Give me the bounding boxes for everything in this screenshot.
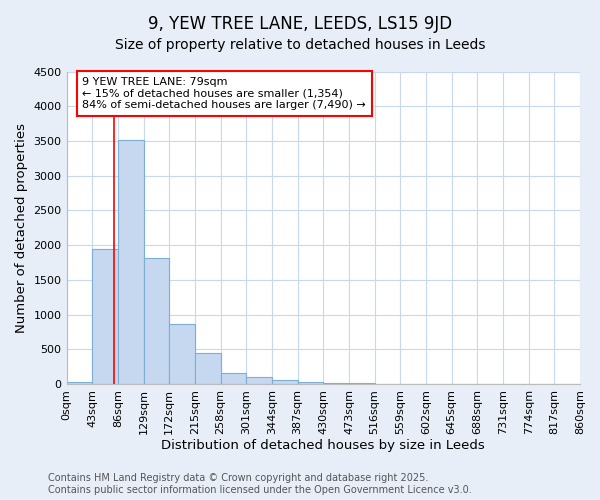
- Bar: [323, 382, 349, 384]
- Bar: [272, 380, 298, 384]
- Text: Contains HM Land Registry data © Crown copyright and database right 2025.
Contai: Contains HM Land Registry data © Crown c…: [48, 474, 472, 495]
- Bar: [298, 382, 323, 384]
- Bar: [67, 382, 92, 384]
- X-axis label: Distribution of detached houses by size in Leeds: Distribution of detached houses by size …: [161, 440, 485, 452]
- Bar: [246, 377, 272, 384]
- Bar: [92, 248, 118, 384]
- Bar: [221, 372, 246, 384]
- Bar: [195, 352, 221, 384]
- Text: 9, YEW TREE LANE, LEEDS, LS15 9JD: 9, YEW TREE LANE, LEEDS, LS15 9JD: [148, 15, 452, 33]
- Bar: [169, 324, 195, 384]
- Bar: [118, 140, 143, 384]
- Y-axis label: Number of detached properties: Number of detached properties: [15, 122, 28, 332]
- Text: 9 YEW TREE LANE: 79sqm
← 15% of detached houses are smaller (1,354)
84% of semi-: 9 YEW TREE LANE: 79sqm ← 15% of detached…: [82, 77, 366, 110]
- Bar: [143, 258, 169, 384]
- Text: Size of property relative to detached houses in Leeds: Size of property relative to detached ho…: [115, 38, 485, 52]
